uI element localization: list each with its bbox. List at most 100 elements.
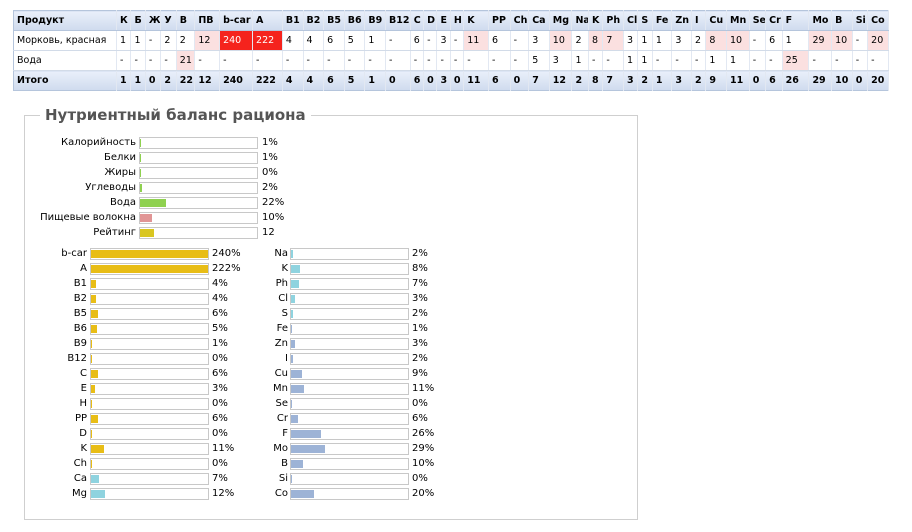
nutrient-label: Na	[274, 248, 288, 259]
column-header[interactable]: B9	[364, 10, 386, 31]
value-cell: 5	[528, 50, 550, 71]
column-header[interactable]: Fe	[652, 10, 673, 31]
progress-track	[290, 263, 409, 275]
column-header[interactable]: B5	[323, 10, 345, 31]
progress-fill	[140, 229, 154, 237]
nutrient-bar-row: Mn 11%	[0, 383, 700, 395]
total-cell: 6	[323, 70, 345, 91]
nutrient-bar-row: Na 2%	[0, 248, 700, 260]
column-header[interactable]: Se	[749, 10, 767, 31]
value-cell: 1	[726, 50, 750, 71]
nutrient-bar-row: Жиры 0%	[0, 167, 700, 179]
column-header[interactable]: F	[782, 10, 810, 31]
percent-value: 11%	[212, 443, 235, 454]
progress-track	[290, 338, 409, 350]
column-header[interactable]: Na	[571, 10, 589, 31]
total-cell: 5	[344, 70, 366, 91]
column-header[interactable]: Co	[867, 10, 889, 31]
nutrient-label: H	[79, 398, 87, 409]
column-header[interactable]: E	[436, 10, 451, 31]
value-cell: 1	[130, 30, 146, 51]
percent-value: 5%	[212, 323, 228, 334]
nutrient-bar-row: Калорийность 1%	[0, 137, 700, 149]
nutrient-label: K	[281, 263, 288, 274]
column-header[interactable]: S	[637, 10, 653, 31]
column-header[interactable]: В	[176, 10, 196, 31]
progress-fill	[91, 370, 98, 378]
nutrient-label: Mg	[72, 488, 87, 499]
value-cell: -	[749, 50, 767, 71]
column-header[interactable]: ПВ	[194, 10, 221, 31]
column-header[interactable]: I	[691, 10, 707, 31]
nutrient-label: b-car	[61, 248, 87, 259]
column-header[interactable]: H	[450, 10, 465, 31]
progress-track	[90, 488, 209, 500]
column-header[interactable]: К	[116, 10, 132, 31]
column-header[interactable]: Cr	[765, 10, 783, 31]
nutrient-bar-row: B2 4%	[0, 293, 700, 305]
percent-value: 6%	[212, 308, 228, 319]
progress-fill	[291, 355, 293, 363]
percent-value: 2%	[412, 308, 428, 319]
column-header[interactable]: У	[160, 10, 177, 31]
value-cell: 3	[436, 30, 451, 51]
value-cell: -	[145, 30, 162, 51]
total-cell: 4	[303, 70, 325, 91]
column-header[interactable]: K	[463, 10, 489, 31]
nutrient-bar-row: K 11%	[0, 443, 700, 455]
percent-value: 9%	[412, 368, 428, 379]
value-cell: -	[510, 50, 530, 71]
value-cell: -	[423, 50, 438, 71]
column-header[interactable]: Cl	[623, 10, 639, 31]
column-header[interactable]: Mn	[726, 10, 750, 31]
column-header[interactable]: C	[410, 10, 425, 31]
column-header[interactable]: Продукт	[13, 10, 118, 31]
column-header[interactable]: Mo	[808, 10, 833, 31]
column-header[interactable]: PP	[488, 10, 511, 31]
progress-fill	[91, 325, 97, 333]
total-cell: 2	[160, 70, 177, 91]
progress-fill	[140, 154, 141, 162]
column-header[interactable]: B2	[303, 10, 325, 31]
total-cell: 3	[623, 70, 639, 91]
column-header[interactable]: A	[252, 10, 283, 31]
progress-track	[90, 248, 209, 260]
column-header[interactable]: Si	[852, 10, 869, 31]
table-row[interactable]: Морковь, красная 1 1-2 2 12 240 222 4 4 6 5 1-6-3-1…	[13, 30, 889, 51]
progress-track	[290, 368, 409, 380]
nutrient-label: Zn	[274, 338, 288, 349]
percent-value: 0%	[412, 398, 428, 409]
nutrient-label: B9	[73, 338, 87, 349]
column-header[interactable]: Ca	[528, 10, 550, 31]
total-cell: 10	[831, 70, 853, 91]
value-cell: -	[436, 50, 451, 71]
value-cell: 1	[705, 50, 728, 71]
table-row[interactable]: Вода - - - -21- - - - - - - - - - - - - - - -5 3 1- -1 1- - -1 1- -…	[13, 50, 889, 71]
column-header[interactable]: Ch	[510, 10, 530, 31]
column-header[interactable]: Ж	[145, 10, 162, 31]
column-header[interactable]: b-car	[219, 10, 254, 31]
progress-track	[90, 308, 209, 320]
column-header[interactable]: K	[588, 10, 604, 31]
column-header[interactable]: Б	[130, 10, 146, 31]
column-header[interactable]: Cu	[705, 10, 728, 31]
column-header[interactable]: B12	[385, 10, 411, 31]
progress-fill	[291, 295, 295, 303]
nutrient-label: Жиры	[104, 167, 136, 178]
nutrient-label: Белки	[104, 152, 136, 163]
nutrient-label: E	[80, 383, 87, 394]
nutrient-bar-row: B9 1%	[0, 338, 700, 350]
percent-value: 4%	[212, 293, 228, 304]
progress-fill	[91, 430, 92, 438]
column-header[interactable]: Ph	[602, 10, 624, 31]
column-header[interactable]: D	[423, 10, 438, 31]
column-header[interactable]: Mg	[549, 10, 573, 31]
progress-track	[290, 248, 409, 260]
product-name-cell: Морковь, красная	[13, 30, 118, 51]
column-header[interactable]: B6	[344, 10, 366, 31]
column-header[interactable]: B	[831, 10, 853, 31]
column-header[interactable]: Zn	[671, 10, 692, 31]
column-header[interactable]: B1	[282, 10, 304, 31]
value-cell: 240	[219, 30, 254, 51]
value-cell: 29	[808, 30, 833, 51]
